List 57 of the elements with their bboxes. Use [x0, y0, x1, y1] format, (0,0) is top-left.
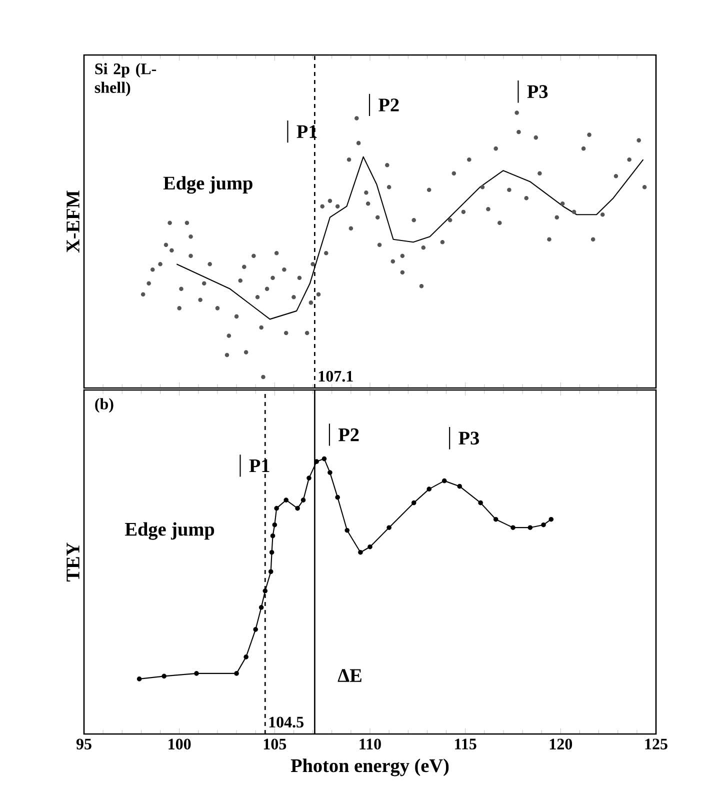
- y-axis-title: TEY: [66, 542, 80, 582]
- point: [136, 676, 142, 682]
- point: [335, 494, 340, 500]
- point: [344, 528, 350, 533]
- x-tick-label: 100: [168, 738, 191, 750]
- point: [272, 522, 278, 528]
- point: [322, 456, 327, 462]
- x-axis-title: Photon energy (eV): [290, 758, 449, 776]
- point: [269, 550, 274, 555]
- point: [284, 498, 289, 502]
- point: [300, 498, 306, 502]
- text: Si 2p (L-shell): [94, 63, 156, 96]
- point: [306, 476, 312, 480]
- point: [386, 525, 392, 530]
- point: [358, 550, 363, 555]
- point: [411, 500, 416, 506]
- point: [541, 522, 546, 528]
- point: [262, 588, 268, 594]
- point: [270, 533, 276, 538]
- x-tick-label: 115: [455, 738, 476, 750]
- point: [426, 486, 432, 492]
- point: [268, 569, 274, 574]
- point: [162, 674, 166, 679]
- y-axis-title: X-EFM: [66, 190, 80, 253]
- text: P2: [338, 428, 359, 442]
- text: P3: [527, 85, 548, 98]
- point: [548, 516, 554, 522]
- text: P2: [378, 98, 399, 112]
- x-tick-label: 120: [550, 738, 572, 750]
- x-tick-label: 95: [76, 738, 92, 750]
- point: [493, 516, 498, 522]
- point: [234, 671, 239, 676]
- x-tick-label: 105: [264, 738, 286, 750]
- text: P3: [458, 432, 479, 445]
- point: [457, 484, 462, 489]
- text: (b): [95, 398, 114, 413]
- point: [368, 544, 372, 550]
- ref-line-label: 104.5: [269, 716, 304, 728]
- point: [295, 506, 300, 511]
- point: [442, 478, 447, 484]
- point: [253, 627, 258, 632]
- point: [528, 525, 533, 530]
- point: [258, 605, 264, 610]
- x-tick-label: 125: [645, 738, 668, 750]
- point: [314, 459, 320, 464]
- point: [510, 525, 516, 530]
- annotation: ΔE: [338, 669, 362, 682]
- point: [328, 470, 332, 475]
- point: [194, 671, 199, 676]
- point: [244, 654, 248, 660]
- annotation: Edge jump: [125, 522, 214, 540]
- point: [478, 500, 483, 506]
- annotation: Edge jump: [163, 176, 252, 194]
- annotation: P1: [296, 125, 317, 138]
- ref-line-label: 107.1: [318, 370, 353, 382]
- point: [274, 506, 279, 511]
- x-tick-label: 110: [360, 738, 381, 750]
